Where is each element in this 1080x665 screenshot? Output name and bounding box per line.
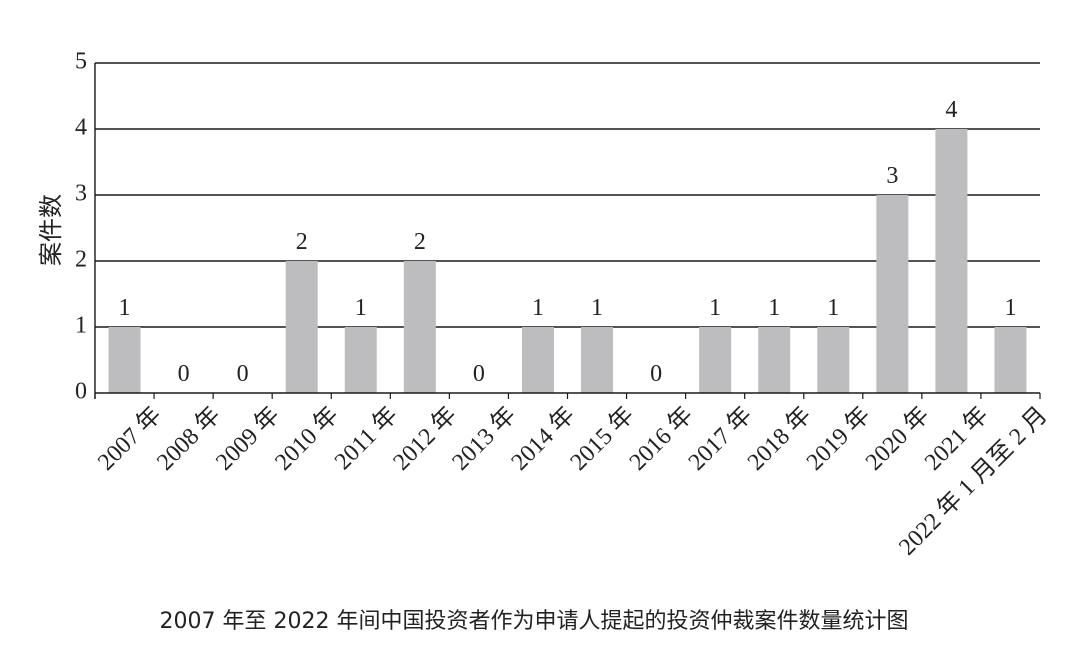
data-label: 2 [296,229,308,255]
data-label: 4 [945,97,957,123]
data-label: 0 [473,361,485,387]
data-label: 1 [532,295,544,321]
data-label: 1 [709,295,721,321]
bar [758,327,791,393]
x-tick-label: 2009 年 [211,401,285,475]
x-tick-label: 2015 年 [565,401,639,475]
x-tick-label: 2019 年 [801,401,875,475]
y-tick-label: 2 [75,247,87,273]
data-labels: 1 0 0 2 1 2 0 1 1 0 1 1 1 3 4 1 [119,97,1017,387]
axes [94,63,1041,399]
x-tick-label: 2016 年 [624,401,698,475]
y-tick-label: 4 [75,115,87,141]
y-tick-label: 3 [75,181,87,207]
y-axis-label: 案件数 [37,194,65,266]
y-tick-labels: 0 1 2 3 4 5 [75,49,87,405]
x-tick-label: 2011 年 [329,401,403,475]
data-label: 2 [414,229,426,255]
bar [285,261,318,393]
x-tick-label: 2013 年 [447,401,521,475]
y-tick-label: 1 [75,313,87,339]
data-label: 1 [827,295,839,321]
bar [344,327,377,393]
bar [994,327,1027,393]
data-label: 1 [768,295,780,321]
data-label: 1 [119,295,131,321]
x-tick-label: 2020 年 [860,401,934,475]
bar [699,327,732,393]
x-tick-label: 2008 年 [151,401,225,475]
x-tick-label: 2018 年 [742,401,816,475]
bar [817,327,850,393]
x-tick-label: 2010 年 [270,401,344,475]
x-tick-label: 2012 年 [388,401,462,475]
y-tick-label: 5 [75,49,87,75]
data-label: 3 [886,163,898,189]
bar [108,327,141,393]
data-label: 0 [650,361,662,387]
data-label: 1 [591,295,603,321]
y-tick-label: 0 [75,379,87,405]
bar [521,327,554,393]
data-label: 0 [237,361,249,387]
data-label: 0 [178,361,190,387]
data-label: 1 [1004,295,1016,321]
bar [935,129,968,393]
x-tick-label: 2007 年 [92,401,166,475]
figure-caption: 2007 年至 2022 年间中国投资者作为申请人提起的投资仲裁案件数量统计图 [160,609,909,634]
bar [581,327,614,393]
x-tick-label: 2014 年 [506,401,580,475]
bars [108,129,1027,393]
x-tick-label: 2017 年 [683,401,757,475]
data-label: 1 [355,295,367,321]
bar [403,261,436,393]
bar [876,195,909,393]
